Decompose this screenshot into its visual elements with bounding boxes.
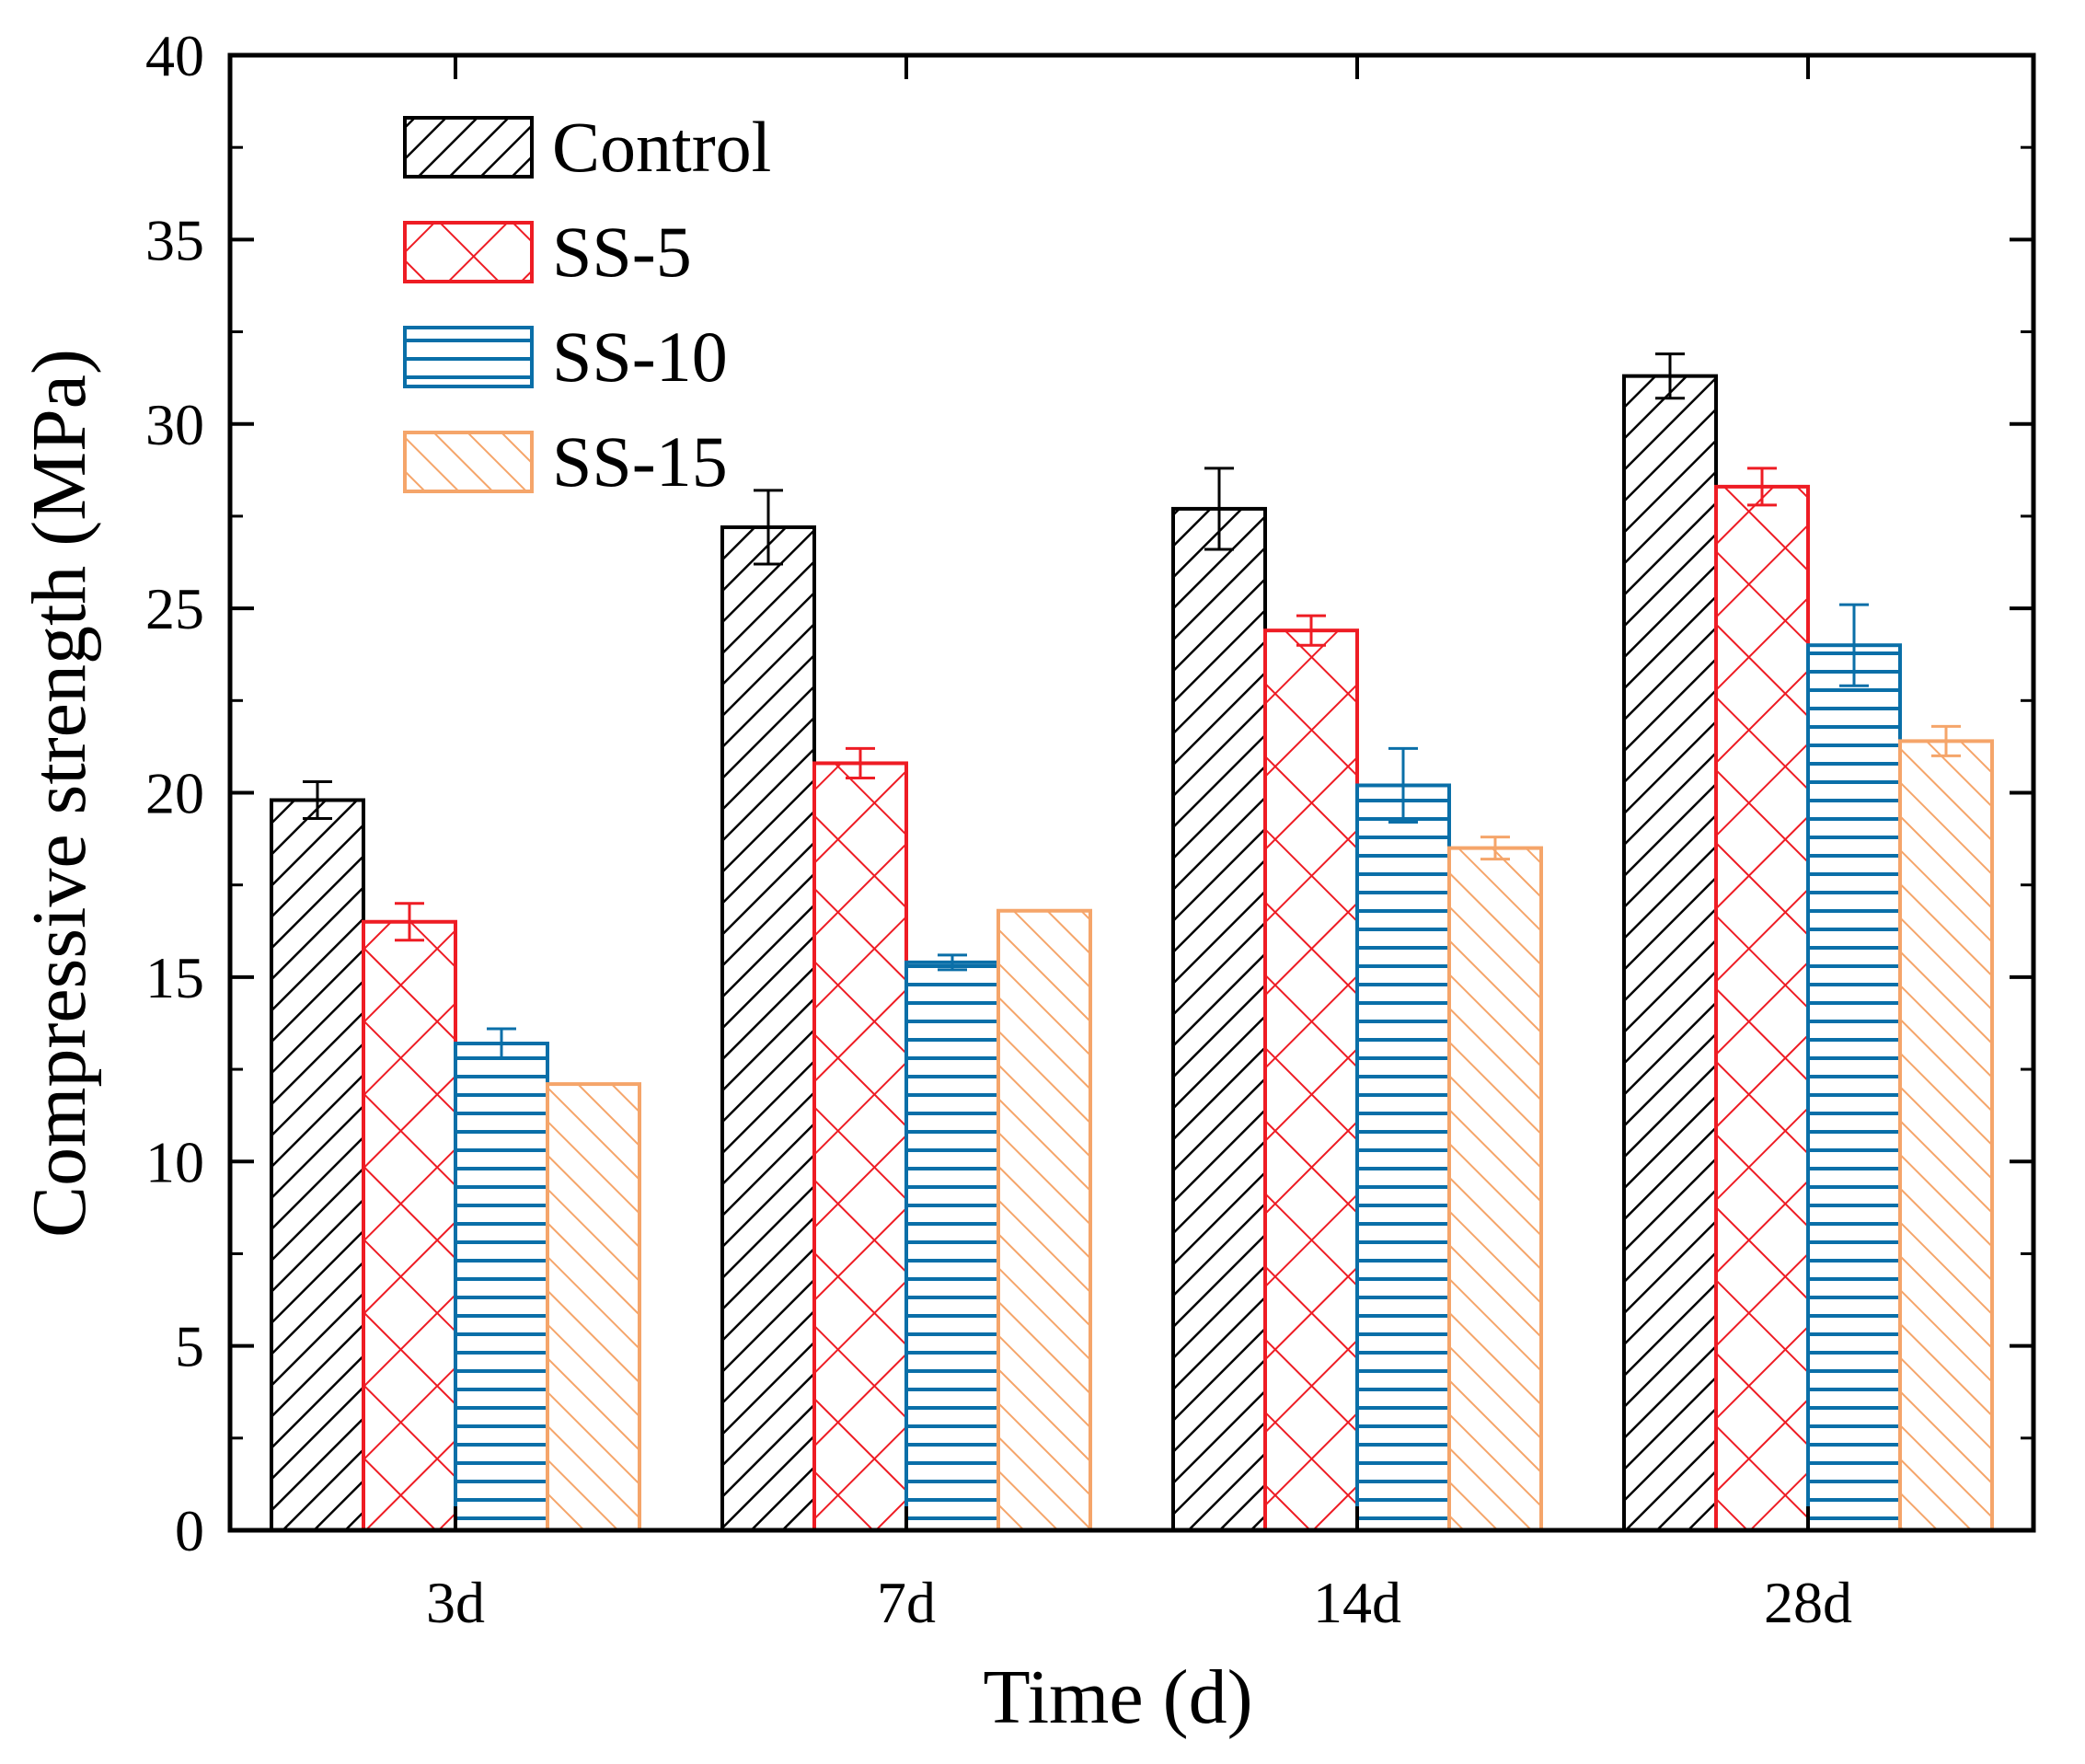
y-tick-label: 15 xyxy=(145,945,204,1010)
y-tick-label: 30 xyxy=(145,392,204,457)
error-bars-layer xyxy=(303,352,1961,1060)
bar-ss-15-28d xyxy=(1898,739,1994,1532)
legend-swatch-control xyxy=(403,116,534,179)
x-tick-label: 14d xyxy=(1313,1570,1401,1635)
y-tick-label: 20 xyxy=(145,761,204,826)
bar-ss-15-14d xyxy=(1447,846,1543,1532)
bar-ss-10-3d xyxy=(454,1042,549,1532)
bar-ss-5-28d xyxy=(1714,484,1810,1533)
bar-control-3d xyxy=(270,798,365,1532)
legend-swatch-ss-5 xyxy=(403,221,534,283)
x-tick-label: 28d xyxy=(1764,1570,1852,1635)
y-tick-label: 35 xyxy=(145,207,204,272)
bar-ss-15-3d xyxy=(546,1082,641,1533)
bars-layer xyxy=(270,374,1994,1533)
x-axis-title: Time (d) xyxy=(983,1654,1252,1740)
bar-ss-5-14d xyxy=(1263,628,1359,1532)
y-tick-label: 40 xyxy=(145,23,204,88)
bar-control-14d xyxy=(1171,506,1267,1532)
bar-control-28d xyxy=(1622,374,1718,1533)
y-tick-label: 5 xyxy=(175,1314,204,1379)
legend-label: Control xyxy=(552,107,771,187)
legend-swatch-ss-10 xyxy=(403,326,534,388)
x-axis: 3d 7d 14d 28d xyxy=(426,55,1852,1635)
bar-ss-5-7d xyxy=(812,761,908,1532)
bar-ss-5-3d xyxy=(362,919,457,1532)
legend-label: SS-5 xyxy=(552,212,692,292)
y-tick-label: 10 xyxy=(145,1129,204,1194)
bar-ss-10-7d xyxy=(904,960,1000,1532)
y-tick-label: 25 xyxy=(145,576,204,641)
bar-ss-15-7d xyxy=(996,908,1092,1532)
bar-control-7d xyxy=(720,525,816,1533)
x-tick-label: 7d xyxy=(877,1570,936,1635)
y-axis: 0 5 10 15 20 25 30 35 40 xyxy=(145,23,2033,1563)
legend-label: SS-10 xyxy=(552,317,728,397)
legend-swatch-ss-15 xyxy=(403,431,534,493)
y-axis-title: Compressive strength (MPa) xyxy=(17,349,102,1238)
legend: Control SS-5 SS-10 SS-15 xyxy=(403,107,771,502)
x-tick-label: 3d xyxy=(426,1570,485,1635)
y-tick-label: 0 xyxy=(175,1498,204,1563)
legend-label: SS-15 xyxy=(552,421,728,502)
bar-ss-10-14d xyxy=(1355,783,1451,1532)
bar-ss-10-28d xyxy=(1806,643,1902,1532)
